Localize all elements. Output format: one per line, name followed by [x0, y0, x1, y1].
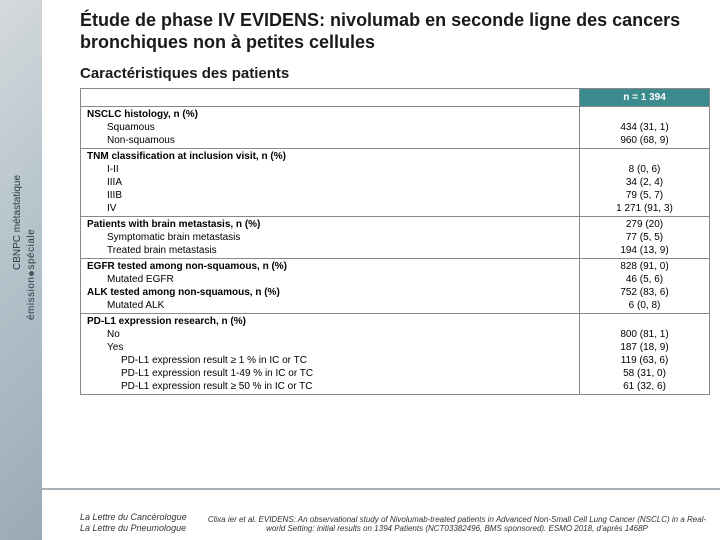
row-value: 279 (20) — [580, 217, 710, 232]
table-row: Symptomatic brain metastasis77 (5, 5) — [81, 231, 710, 244]
row-label: PD-L1 expression result ≥ 1 % in IC or T… — [81, 354, 580, 367]
table-row: IV1 271 (91, 3) — [81, 202, 710, 217]
row-label: PD-L1 expression research, n (%) — [81, 314, 580, 329]
divider — [42, 488, 720, 490]
row-label: IIIB — [81, 189, 580, 202]
slide-content: Étude de phase IV EVIDENS: nivolumab en … — [80, 10, 710, 395]
row-value: 119 (63, 6) — [580, 354, 710, 367]
row-label: TNM classification at inclusion visit, n… — [81, 149, 580, 164]
footer-source: La Lettre du Cancérologue La Lettre du P… — [80, 512, 190, 534]
row-value: 79 (5, 7) — [580, 189, 710, 202]
slide-title: Étude de phase IV EVIDENS: nivolumab en … — [80, 10, 710, 53]
table-row: NSCLC histology, n (%) — [81, 107, 710, 122]
slide-subtitle: Caractéristiques des patients — [80, 65, 710, 82]
table-row: Mutated EGFR46 (5, 6) — [81, 273, 710, 286]
table-row: Squamous434 (31, 1) — [81, 121, 710, 134]
row-value: 46 (5, 6) — [580, 273, 710, 286]
row-value — [580, 149, 710, 164]
table-row: TNM classification at inclusion visit, n… — [81, 149, 710, 164]
row-label: Mutated EGFR — [81, 273, 580, 286]
table-row: ALK tested among non-squamous, n (%)752 … — [81, 286, 710, 299]
footer: La Lettre du Cancérologue La Lettre du P… — [80, 512, 710, 534]
row-value: 960 (68, 9) — [580, 134, 710, 149]
row-value: 58 (31, 0) — [580, 367, 710, 380]
table-row: Mutated ALK6 (0, 8) — [81, 299, 710, 314]
row-value: 434 (31, 1) — [580, 121, 710, 134]
table-row: PD-L1 expression result 1-49 % in IC or … — [81, 367, 710, 380]
table-row: Yes187 (18, 9) — [81, 341, 710, 354]
table-row: Treated brain metastasis194 (13, 9) — [81, 244, 710, 259]
patients-table: n = 1 394 NSCLC histology, n (%)Squamous… — [80, 88, 710, 395]
table-row: PD-L1 expression research, n (%) — [81, 314, 710, 329]
row-value — [580, 107, 710, 122]
row-label: PD-L1 expression result 1-49 % in IC or … — [81, 367, 580, 380]
row-value: 61 (32, 6) — [580, 380, 710, 395]
table-row: PD-L1 expression result ≥ 1 % in IC or T… — [81, 354, 710, 367]
table-row: PD-L1 expression result ≥ 50 % in IC or … — [81, 380, 710, 395]
row-label: NSCLC histology, n (%) — [81, 107, 580, 122]
row-value: 800 (81, 1) — [580, 328, 710, 341]
row-label: EGFR tested among non-squamous, n (%) — [81, 259, 580, 274]
row-label: Squamous — [81, 121, 580, 134]
row-label: Yes — [81, 341, 580, 354]
row-label: Mutated ALK — [81, 299, 580, 314]
row-label: Symptomatic brain metastasis — [81, 231, 580, 244]
table-row: I-II8 (0, 6) — [81, 163, 710, 176]
row-value: 1 271 (91, 3) — [580, 202, 710, 217]
row-label: Patients with brain metastasis, n (%) — [81, 217, 580, 232]
row-value: 828 (91, 0) — [580, 259, 710, 274]
row-label: Treated brain metastasis — [81, 244, 580, 259]
row-value: 6 (0, 8) — [580, 299, 710, 314]
row-label: No — [81, 328, 580, 341]
table-row: Patients with brain metastasis, n (%)279… — [81, 217, 710, 232]
row-value: 752 (83, 6) — [580, 286, 710, 299]
row-label: IIIA — [81, 176, 580, 189]
table-row: IIIB79 (5, 7) — [81, 189, 710, 202]
row-label: IV — [81, 202, 580, 217]
row-label: Non-squamous — [81, 134, 580, 149]
sidebar-category: CBNPC métastatique — [12, 175, 23, 270]
table-row: IIIA34 (2, 4) — [81, 176, 710, 189]
table-row: No800 (81, 1) — [81, 328, 710, 341]
row-value: 34 (2, 4) — [580, 176, 710, 189]
row-value: 77 (5, 5) — [580, 231, 710, 244]
table-row: Non-squamous960 (68, 9) — [81, 134, 710, 149]
row-label: ALK tested among non-squamous, n (%) — [81, 286, 580, 299]
row-value: 194 (13, 9) — [580, 244, 710, 259]
row-value: 8 (0, 6) — [580, 163, 710, 176]
sidebar-brand: émissionspéciale — [26, 229, 37, 320]
row-value: 187 (18, 9) — [580, 341, 710, 354]
table-header-n: n = 1 394 — [580, 89, 710, 107]
row-value — [580, 314, 710, 329]
footer-citation: Clixa ier et al. EVIDENS: An observation… — [204, 515, 710, 534]
row-label: PD-L1 expression result ≥ 50 % in IC or … — [81, 380, 580, 395]
sidebar: CBNPC métastatique émissionspéciale — [0, 0, 42, 540]
row-label: I-II — [81, 163, 580, 176]
table-header-empty — [81, 89, 580, 107]
table-row: EGFR tested among non-squamous, n (%)828… — [81, 259, 710, 274]
